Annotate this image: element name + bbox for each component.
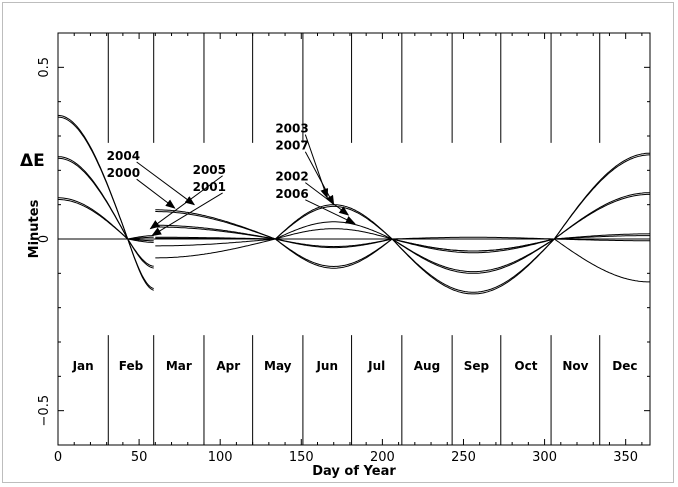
y-tick-label: 0.5 bbox=[37, 57, 52, 78]
x-tick-label: 300 bbox=[532, 450, 557, 465]
month-label: Jul bbox=[367, 359, 385, 373]
month-label: Nov bbox=[562, 359, 588, 373]
month-label: Dec bbox=[612, 359, 637, 373]
series-line bbox=[57, 157, 154, 267]
series-line bbox=[58, 199, 154, 242]
series-line bbox=[155, 221, 650, 247]
month-label: Jun bbox=[315, 359, 338, 373]
x-tick-label: 200 bbox=[370, 450, 395, 465]
month-label: Sep bbox=[464, 359, 490, 373]
delta-e-label: ΔE bbox=[20, 151, 45, 171]
series-line bbox=[155, 154, 650, 293]
month-label: Feb bbox=[119, 359, 144, 373]
series-line bbox=[155, 193, 650, 273]
x-tick-label: 150 bbox=[289, 450, 314, 465]
x-tick-label: 50 bbox=[131, 450, 148, 465]
month-label: Apr bbox=[216, 359, 240, 373]
x-axis-label: Day of Year bbox=[312, 464, 396, 479]
series-line bbox=[57, 116, 154, 290]
series-line bbox=[155, 192, 650, 274]
year-annotation: 2006 bbox=[275, 187, 308, 201]
year-annotation: 2007 bbox=[275, 139, 308, 153]
series-line bbox=[58, 235, 154, 240]
y-tick-label: −0.5 bbox=[37, 395, 52, 427]
x-tick-label: 250 bbox=[451, 450, 476, 465]
month-label: Mar bbox=[166, 359, 192, 373]
year-annotation: 2001 bbox=[193, 180, 226, 194]
annotation-arrow bbox=[151, 192, 223, 237]
series-line bbox=[155, 228, 650, 283]
annotation-arrow bbox=[136, 161, 196, 206]
year-annotation: 2004 bbox=[107, 149, 140, 163]
month-label: May bbox=[264, 359, 292, 373]
series-line bbox=[57, 114, 154, 291]
annotation-arrow bbox=[304, 134, 329, 199]
year-annotation: 2000 bbox=[107, 166, 140, 180]
y-axis-label: Minutes bbox=[27, 199, 42, 258]
month-label: Oct bbox=[514, 359, 537, 373]
annotation-arrow bbox=[149, 175, 223, 230]
y-tick-label: 0 bbox=[37, 235, 52, 243]
annotation-arrow bbox=[136, 178, 176, 209]
month-label: Aug bbox=[414, 359, 440, 373]
annotation-arrow bbox=[304, 151, 335, 206]
x-tick-label: 0 bbox=[54, 450, 62, 465]
x-tick-label: 100 bbox=[208, 450, 233, 465]
chart-frame bbox=[2, 2, 674, 483]
series-line bbox=[58, 197, 154, 243]
annotation-arrow bbox=[305, 182, 350, 216]
series-line bbox=[155, 205, 650, 252]
year-annotation: 2003 bbox=[275, 122, 308, 136]
annotation-arrow bbox=[305, 199, 356, 225]
month-label: Jan bbox=[72, 359, 94, 373]
x-tick-label: 350 bbox=[613, 450, 638, 465]
year-annotation: 2005 bbox=[193, 163, 226, 177]
series-line bbox=[58, 236, 154, 240]
year-annotation: 2002 bbox=[275, 170, 308, 184]
